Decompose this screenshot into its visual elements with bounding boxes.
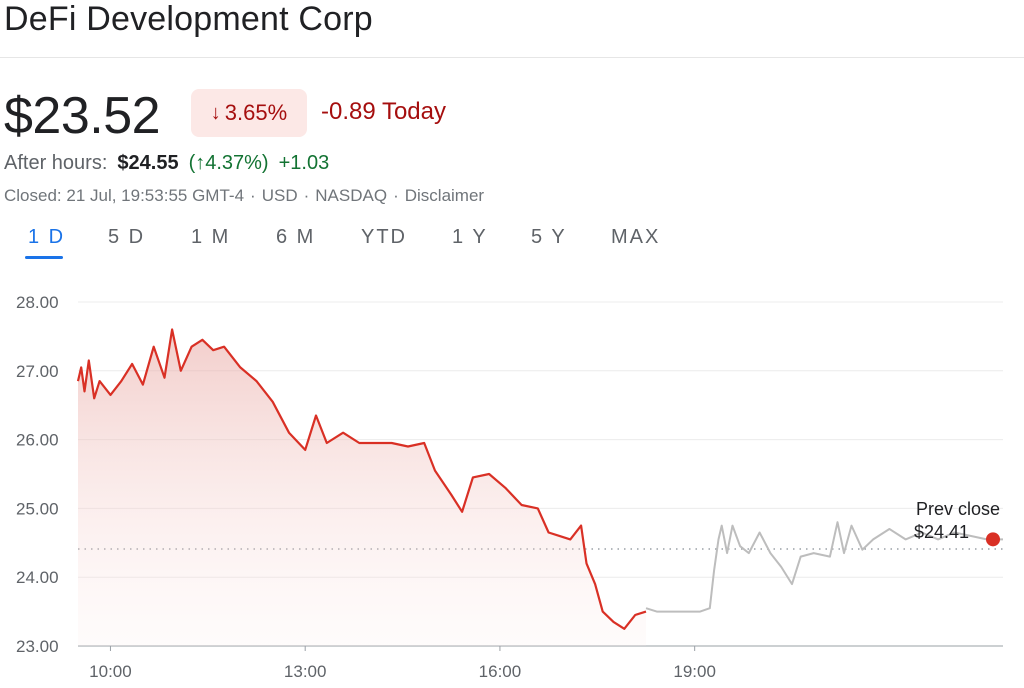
after-hours-percent: (↑4.37%)	[188, 152, 269, 174]
after-hours-line	[645, 521, 1003, 613]
prev-close-value: $24.41	[914, 522, 969, 542]
regular-session-area	[78, 329, 646, 646]
tab-ytd[interactable]: YTD	[361, 226, 407, 248]
after-hours-change: +1.03	[278, 152, 330, 174]
active-tab-indicator	[25, 256, 63, 259]
x-tick-label: 19:00	[673, 662, 716, 681]
after-hours-price: $24.55	[117, 152, 179, 174]
after-hours-label: After hours:	[4, 152, 108, 174]
y-tick-label: 28.00	[16, 293, 59, 312]
market-meta: Closed: 21 Jul, 19:53:55 GMT-4 · USD · N…	[4, 186, 484, 206]
currency: USD	[261, 186, 298, 205]
page-title: DeFi Development Corp	[4, 0, 373, 38]
y-tick-label: 25.00	[16, 499, 59, 518]
exchange: NASDAQ	[315, 186, 388, 205]
y-tick-label: 26.00	[16, 431, 59, 450]
y-tick-label: 27.00	[16, 362, 59, 381]
range-tabs: 1 D 5 D 1 M 6 M YTD 1 Y 5 Y MAX	[0, 226, 700, 262]
tab-1y[interactable]: 1 Y	[452, 226, 488, 248]
tab-5d[interactable]: 5 D	[108, 226, 146, 248]
regular-session-line	[76, 328, 647, 630]
change-percent-badge: ↓ 3.65%	[191, 89, 307, 137]
tab-1d[interactable]: 1 D	[28, 226, 66, 248]
after-hours-row: After hours: $24.55 (↑4.37%) +1.03	[4, 152, 329, 175]
meta-sep: ·	[250, 186, 256, 205]
last-price-dot	[986, 532, 1000, 547]
arrow-down-icon: ↓	[210, 101, 221, 124]
meta-sep: ·	[303, 186, 310, 205]
header-divider	[0, 57, 1024, 58]
close-time: Closed: 21 Jul, 19:53:55 GMT-4	[4, 186, 245, 205]
x-tick-label: 13:00	[284, 662, 327, 681]
meta-sep: ·	[393, 186, 399, 205]
tab-max[interactable]: MAX	[611, 226, 661, 248]
tab-1m[interactable]: 1 M	[191, 226, 231, 248]
tab-6m[interactable]: 6 M	[276, 226, 316, 248]
tab-5y[interactable]: 5 Y	[531, 226, 567, 248]
y-tick-label: 24.00	[16, 568, 59, 587]
current-price: $23.52	[4, 87, 161, 145]
disclaimer-link[interactable]: Disclaimer	[404, 186, 485, 205]
x-tick-label: 16:00	[479, 662, 522, 681]
y-tick-label: 23.00	[16, 637, 59, 656]
price-chart[interactable]: 28.00 27.00 26.00 25.00 24.00 23.00 10:00 13:00…	[0, 285, 1024, 688]
change-today: -0.89 Today	[321, 98, 446, 125]
prev-close-label: Prev close	[916, 499, 1000, 519]
x-tick-label: 10:00	[89, 662, 132, 681]
change-percent: 3.65%	[224, 100, 288, 125]
